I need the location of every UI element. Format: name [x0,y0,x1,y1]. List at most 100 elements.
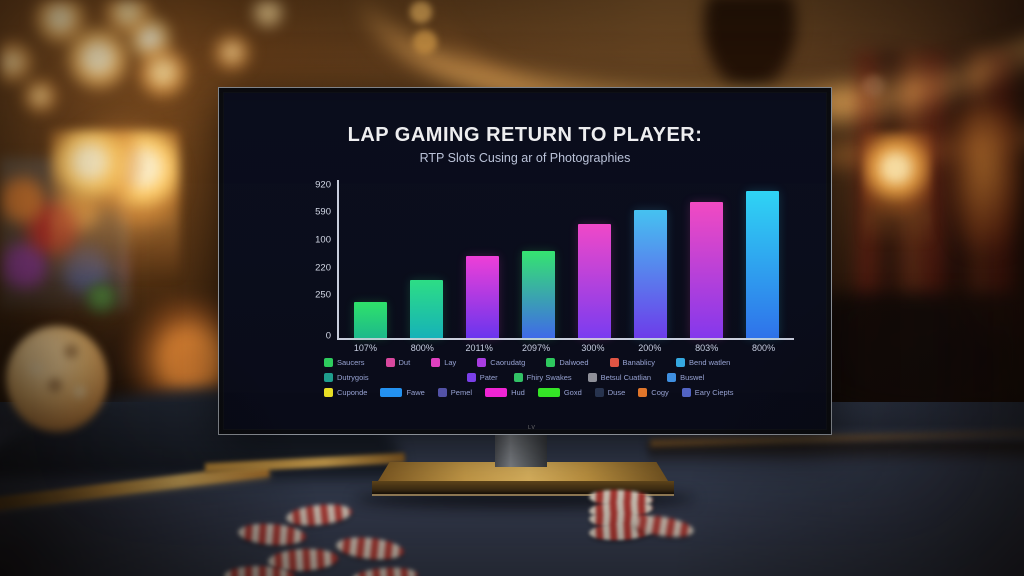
bar [410,279,444,338]
legend-label: Goxd [563,388,582,397]
legend-row: Dutrygois Pater Fhiry Swakes Betsul Cuatlia… [324,370,804,385]
legend-label: Dut [398,358,411,367]
y-tick-label: 0 [325,330,331,342]
legend-swatch [485,388,508,397]
legend-item: Caorudatg [477,358,525,367]
legend-row: Cuponde Fawe Pemel Hud Goxd Duse Cogy Eary Ciep… [324,385,804,400]
x-tick-label: 2097% [522,343,551,353]
legend-label: Banablicy [622,358,656,367]
chart-legend: Saucers Dut Lay Caorudatg Dalwoed Banablicy Be… [324,355,804,400]
legend-swatch [380,388,403,397]
legend-swatch [385,358,395,367]
y-tick-label: 220 [315,262,331,274]
bar [577,224,611,338]
x-tick-label: 803% [695,343,719,353]
monitor-stand-neck [495,433,547,467]
legend-item: Buswel [667,373,704,382]
legend-swatch [546,358,556,367]
legend-swatch [587,373,597,382]
x-tick-label: 300% [581,343,605,353]
bar [354,301,388,338]
legend-swatch [681,388,691,397]
x-tick-label: 800% [752,343,776,353]
bars [343,180,790,338]
legend-swatch [324,373,333,382]
y-tick-label: 250 [315,289,331,301]
legend-item: Dutrygois [324,373,369,382]
monitor-logo: LV [528,424,536,431]
legend-label: Duse [607,388,626,397]
legend-item: Cogy [638,388,669,397]
legend-swatch [513,373,523,382]
legend-item: Fhiry Swakes [513,373,572,382]
x-tick-label: 200% [638,343,662,353]
legend-item: Hud [485,388,525,397]
legend-swatch [609,358,619,367]
legend-label: Buswel [680,373,705,382]
legend-label: Cuponde [337,388,368,397]
right-wall-glow [948,110,1024,250]
wall-sconce-light [862,132,932,252]
legend-swatch [638,388,648,397]
y-tick-label: 100 [315,234,331,246]
legend-label: Hud [511,388,525,397]
legend-label: Saucers [337,358,365,367]
legend-swatch [431,358,441,367]
legend-label: Caorudatg [490,358,526,367]
bar [522,251,556,338]
legend-item: Goxd [537,388,582,397]
legend-label: Fawe [406,388,425,397]
x-axis-labels: 107% 800% 2011% 2097% 300% 200% 803% 800% [337,343,792,353]
legend-item: Dalwoed [546,358,589,367]
legend-label: Eary Ciepts [694,388,734,397]
bar-chart-plot: 920 590 100 220 250 0 [315,179,794,342]
legend-swatch [676,358,686,367]
legend-item: Eary Ciepts [681,388,734,397]
legend-swatch [477,358,487,367]
legend-swatch [537,388,560,397]
legend-label: Lay [444,358,457,367]
legend-item: Banablicy [609,358,656,367]
legend-item: Duse [594,388,626,397]
legend-item: Bend watlen [676,358,730,367]
legend-swatch [324,358,333,367]
orange-ball-spots [6,326,108,432]
legend-swatch [324,388,333,397]
bar [689,202,723,338]
legend-label: Betsul Cuatlian [600,373,652,382]
x-tick-label: 800% [410,343,434,353]
bar [633,210,667,338]
legend-item: Pemel [437,388,473,397]
legend-label: Dutrygois [337,373,369,382]
legend-swatch [466,373,476,382]
legend-item: Betsul Cuatlian [587,373,652,382]
legend-item: Pater [466,373,498,382]
legend-swatch [667,373,677,382]
chart-title: LAP GAMING RETURN TO PLAYER: [347,124,703,146]
legend-label: Pater [479,373,498,382]
x-tick-label: 107% [353,343,377,353]
legend-item: Dut [385,358,411,367]
chart-subtitle: RTP Slots Cusing ar of Photographies [419,151,631,165]
legend-swatch [594,388,604,397]
legend-swatch [437,388,447,397]
x-tick-label: 2011% [465,343,493,353]
bar [745,191,779,338]
legend-label: Cogy [651,388,669,397]
monitor: LAP GAMING RETURN TO PLAYER: RTP Slots C… [218,87,832,435]
bar [466,255,500,338]
y-tick-label: 590 [315,206,331,218]
legend-label: Dalwoed [559,358,589,367]
legend-row: Saucers Dut Lay Caorudatg Dalwoed Banablicy Be… [324,355,804,370]
legend-item: Saucers [324,358,365,367]
legend-label: Pemel [450,388,473,397]
legend-item: Lay [431,358,456,367]
legend-label: Fhiry Swakes [526,373,572,382]
legend-label: Bend watlen [689,358,731,367]
left-lamp-glow [50,130,180,280]
legend-item: Fawe [380,388,425,397]
monitor-screen: LAP GAMING RETURN TO PLAYER: RTP Slots C… [224,93,826,429]
legend-item: Cuponde [324,388,367,397]
y-tick-label: 920 [315,179,331,191]
